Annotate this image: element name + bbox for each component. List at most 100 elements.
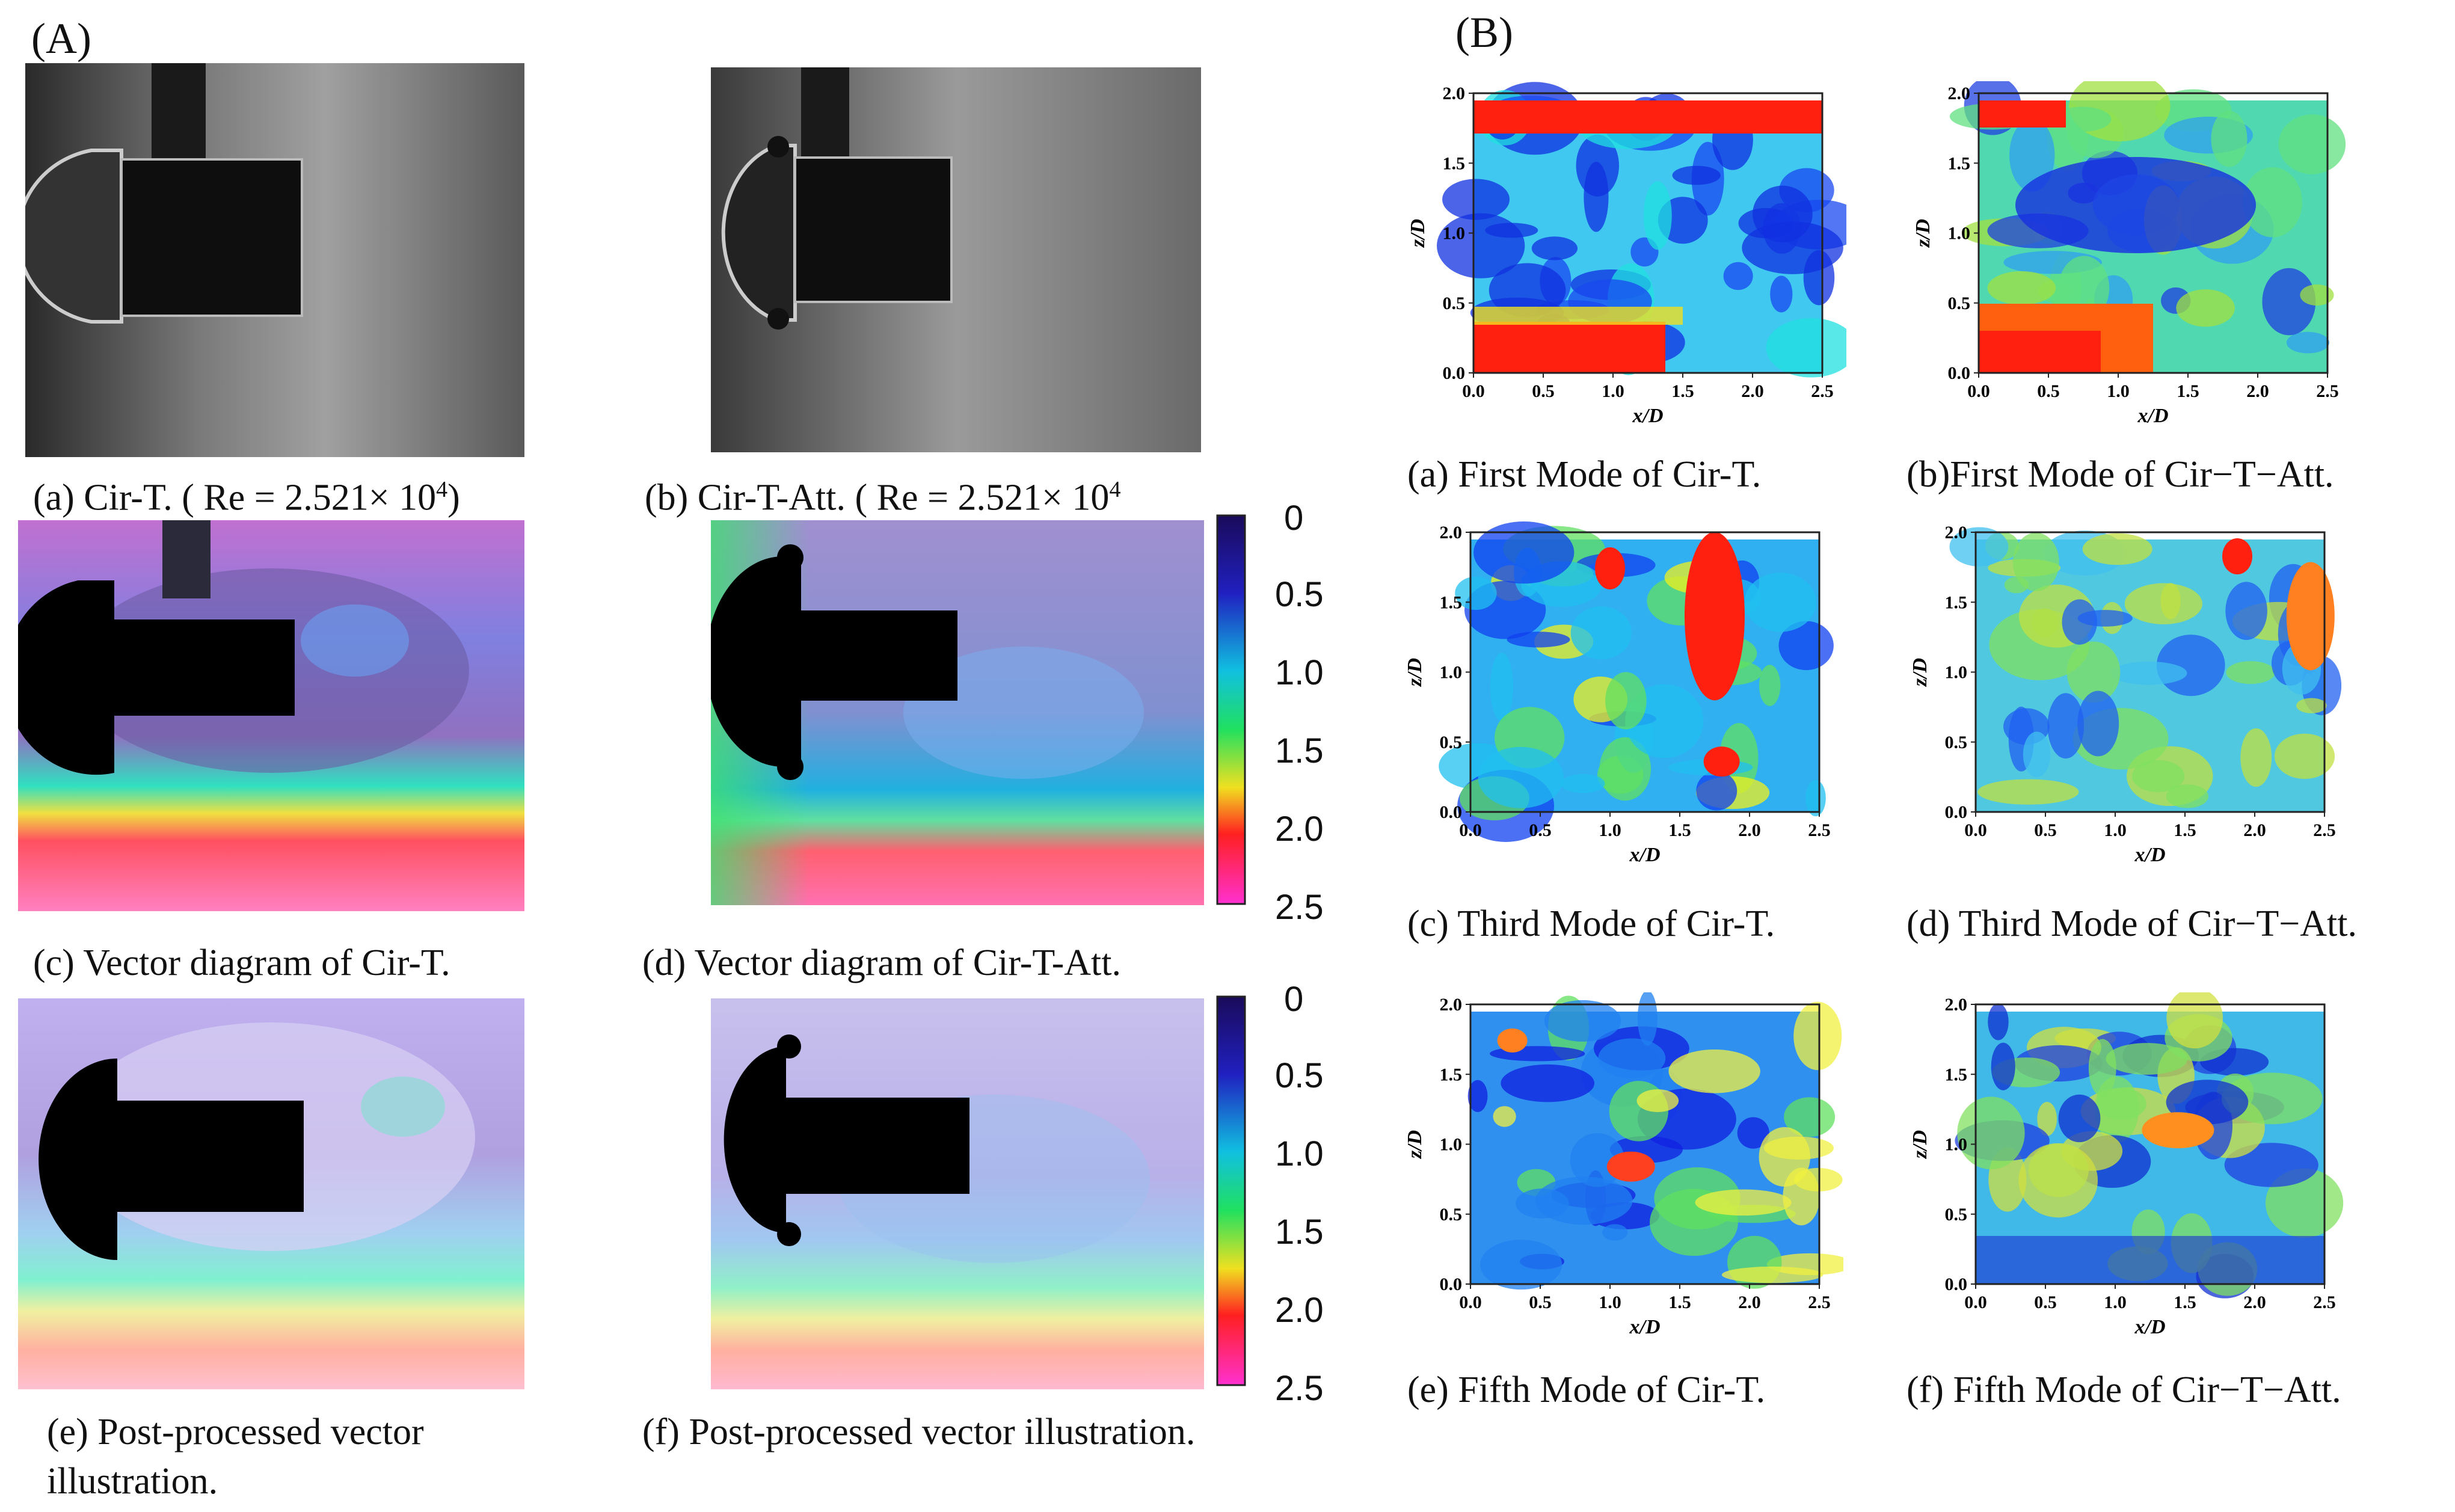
x-tick-label: 1.5 xyxy=(2177,381,2199,401)
y-axis-label: z/D xyxy=(1404,658,1426,687)
cb2-tick-2: 1.0 xyxy=(1275,1134,1324,1173)
y-tick-label: 0.5 xyxy=(1948,293,1971,313)
x-tick-label: 0.0 xyxy=(1459,1292,1482,1312)
y-tick-label: 0.0 xyxy=(1945,802,1968,822)
x-tick-label: 2.5 xyxy=(1808,820,1831,840)
x-tick-label: 0.5 xyxy=(2034,1292,2057,1312)
vector-diagram-cir-t-att xyxy=(711,520,1204,905)
y-tick-label: 0.0 xyxy=(1945,1274,1968,1294)
y-tick-label: 1.0 xyxy=(1945,663,1968,683)
caption-e-line1: (e) Post-processed vector xyxy=(47,1412,424,1452)
x-tick-label: 0.5 xyxy=(1529,1292,1552,1312)
cb1-tick-3: 1.5 xyxy=(1275,731,1324,770)
y-tick-label: 2.0 xyxy=(1440,523,1463,542)
cb2-tick-3: 1.5 xyxy=(1275,1212,1324,1252)
contour-plot-mode3-cir-t-att: 0.0 0.5 1.0 1.5 2.0 2.5 0.0 0.5 1.0 1.5 2.0 x/D z/D xyxy=(1910,523,2342,866)
y-tick-label: 2.0 xyxy=(1440,995,1463,1015)
y-axis-label: z/D xyxy=(1407,219,1429,248)
panel-a-letter: (A) xyxy=(31,14,91,63)
x-tick-label: 2.5 xyxy=(1811,381,1834,401)
b-caption-f: (f) Fifth Mode of Cir−T−Att. xyxy=(1907,1369,2341,1410)
x-axis-label: x/D xyxy=(1632,405,1664,427)
x-tick-label: 1.0 xyxy=(1602,381,1624,401)
vector-diagram-cir-t xyxy=(18,520,524,911)
y-tick-label: 0.5 xyxy=(1945,733,1968,752)
b-caption-e: (e) Fifth Mode of Cir-T. xyxy=(1407,1369,1766,1410)
contour-plot-mode1-cir-t-att: 0.0 0.5 1.0 1.5 2.0 2.5 0.0 0.5 1.0 1.5 2.0 x/D z/D xyxy=(1913,81,2346,427)
contour-plot-mode5-cir-t-att: 0.0 0.5 1.0 1.5 2.0 2.5 0.0 0.5 1.0 1.5 2.0 x/D z/D xyxy=(1910,992,2344,1338)
x-tick-label: 0.0 xyxy=(1459,820,1482,840)
x-tick-label: 2.5 xyxy=(2313,820,2336,840)
y-axis-label: z/D xyxy=(1404,1130,1426,1159)
y-tick-label: 1.5 xyxy=(1443,153,1466,173)
y-tick-label: 2.0 xyxy=(1945,523,1968,542)
x-tick-label: 1.5 xyxy=(2174,820,2196,840)
y-tick-label: 0.5 xyxy=(1440,733,1463,752)
y-tick-label: 1.0 xyxy=(1945,1135,1968,1155)
x-tick-label: 2.0 xyxy=(2246,381,2269,401)
y-tick-label: 1.5 xyxy=(1945,592,1968,612)
panel-b-letter: (B) xyxy=(1455,8,1513,57)
x-tick-label: 1.5 xyxy=(1668,1292,1691,1312)
post-processed-cir-t xyxy=(18,998,524,1389)
x-tick-label: 0.0 xyxy=(1967,381,1990,401)
cb1-tick-2: 1.0 xyxy=(1275,653,1324,692)
y-tick-label: 1.0 xyxy=(1440,1135,1463,1155)
caption-a: (a) Cir-T. ( Re = 2.521× 104) xyxy=(33,477,460,518)
cb1-tick-5: 2.5 xyxy=(1275,888,1324,927)
y-tick-label: 1.5 xyxy=(1440,1065,1463,1084)
y-axis-label: z/D xyxy=(1910,658,1931,687)
x-tick-label: 2.5 xyxy=(2313,1292,2336,1312)
y-tick-label: 0.0 xyxy=(1440,1274,1463,1294)
x-axis-label: x/D xyxy=(1629,1316,1661,1338)
x-tick-label: 0.5 xyxy=(1529,820,1552,840)
photo-cir-t-att xyxy=(711,67,1201,452)
x-tick-label: 1.0 xyxy=(1599,1292,1621,1312)
x-tick-label: 1.0 xyxy=(2104,1292,2127,1312)
caption-d: (d) Vector diagram of Cir-T-Att. xyxy=(642,942,1121,983)
y-tick-label: 0.0 xyxy=(1440,802,1463,822)
caption-c: (c) Vector diagram of Cir-T. xyxy=(33,942,450,983)
y-tick-label: 0.0 xyxy=(1443,363,1466,383)
x-tick-label: 2.5 xyxy=(1808,1292,1831,1312)
y-tick-label: 0.0 xyxy=(1948,363,1971,383)
cb2-tick-5: 2.5 xyxy=(1275,1369,1324,1408)
y-tick-label: 1.0 xyxy=(1443,224,1466,244)
cb1-tick-4: 2.0 xyxy=(1275,810,1324,849)
y-axis-label: z/D xyxy=(1910,1130,1931,1159)
y-tick-label: 0.5 xyxy=(1440,1205,1463,1225)
y-tick-label: 1.0 xyxy=(1440,663,1463,683)
cb1-tick-0: 0 xyxy=(1284,499,1304,538)
x-tick-label: 2.0 xyxy=(1738,1292,1761,1312)
x-tick-label: 2.0 xyxy=(1741,381,1764,401)
x-tick-label: 1.5 xyxy=(1668,820,1691,840)
x-tick-label: 0.0 xyxy=(1964,820,1987,840)
y-tick-label: 1.0 xyxy=(1948,224,1971,244)
y-tick-label: 0.5 xyxy=(1443,293,1466,313)
y-tick-label: 2.0 xyxy=(1945,995,1968,1015)
x-axis-label: x/D xyxy=(2134,1316,2166,1338)
x-tick-label: 2.0 xyxy=(2243,820,2266,840)
y-tick-label: 1.5 xyxy=(1440,592,1463,612)
x-tick-label: 0.5 xyxy=(2037,381,2060,401)
x-tick-label: 0.0 xyxy=(1462,381,1485,401)
caption-b: (b) Cir-T-Att. ( Re = 2.521× 104 xyxy=(645,477,1121,518)
x-axis-label: x/D xyxy=(2134,844,2166,866)
contour-plot-mode1-cir-t: 0.0 0.5 1.0 1.5 2.0 2.5 0.0 0.5 1.0 1.5 2.0 x/D z/D xyxy=(1407,82,1846,427)
photo-cir-t xyxy=(25,63,524,457)
b-caption-b: (b)First Mode of Cir−T−Att. xyxy=(1907,454,2334,495)
colorbar-bottom xyxy=(1216,995,1246,1386)
x-axis-label: x/D xyxy=(1629,844,1661,866)
y-axis-label: z/D xyxy=(1913,219,1934,248)
y-tick-label: 2.0 xyxy=(1443,84,1466,103)
b-caption-d: (d) Third Mode of Cir−T−Att. xyxy=(1907,903,2357,944)
y-tick-label: 1.5 xyxy=(1948,153,1971,173)
x-tick-label: 2.0 xyxy=(1738,820,1761,840)
x-tick-label: 0.5 xyxy=(2034,820,2057,840)
cb2-tick-1: 0.5 xyxy=(1275,1056,1324,1095)
x-tick-label: 1.0 xyxy=(1599,820,1621,840)
b-caption-a: (a) First Mode of Cir-T. xyxy=(1407,454,1762,495)
colorbar-top xyxy=(1216,514,1246,905)
x-tick-label: 1.0 xyxy=(2107,381,2130,401)
y-tick-label: 1.5 xyxy=(1945,1065,1968,1084)
